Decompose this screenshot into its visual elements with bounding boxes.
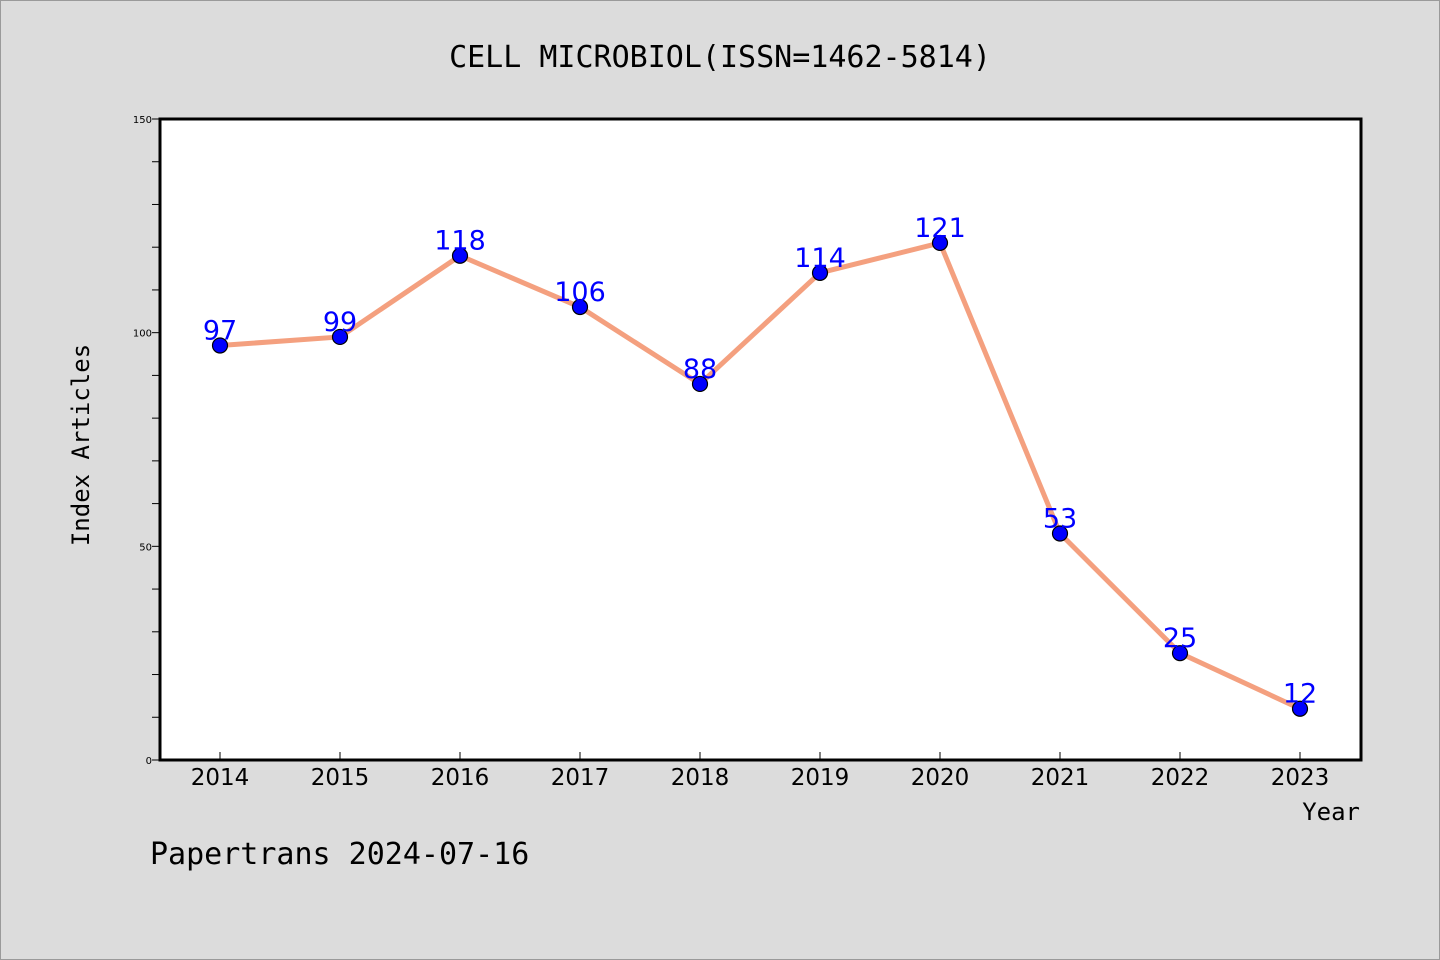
data-point [931, 234, 949, 252]
x-tick-label: 2018 [671, 765, 730, 791]
data-point [1051, 525, 1069, 542]
data-label: 97 [203, 315, 237, 346]
y-tick-label: 100 [133, 329, 152, 340]
y-axis-ticks: 0 50 100 150 [133, 115, 160, 767]
series-line [217, 240, 1303, 712]
data-label: 114 [794, 243, 846, 274]
chart-title: CELL MICROBIOL(ISSN=1462-5814) [449, 40, 991, 75]
data-point [211, 337, 229, 354]
data-point [811, 264, 829, 281]
footer-watermark: Papertrans 2024-07-16 [150, 837, 529, 872]
data-label: 25 [1163, 623, 1197, 654]
x-axis-ticks: 2014 2015 2016 2017 2018 2019 2020 2021 2022 2023 [191, 752, 1330, 791]
data-label: 106 [554, 277, 606, 308]
data-point [331, 328, 349, 346]
x-tick-label: 2016 [431, 765, 490, 791]
y-axis-label: Index Articles [67, 344, 95, 546]
y-tick-label: 50 [139, 542, 152, 553]
x-tick-label: 2020 [911, 765, 970, 791]
y-tick-label: 0 [146, 756, 152, 767]
data-label: 88 [683, 354, 717, 385]
x-tick-label: 2015 [311, 765, 370, 791]
data-label: 53 [1043, 504, 1077, 535]
data-label: 121 [914, 213, 966, 244]
data-label: 118 [434, 226, 486, 257]
data-labels: 97 99 118 106 88 114 121 53 25 12 [203, 213, 1317, 710]
series-line-group [217, 240, 1303, 712]
x-tick-label: 2014 [191, 765, 250, 791]
data-point [691, 375, 709, 393]
data-point [1171, 645, 1189, 662]
data-point [571, 298, 589, 316]
y-tick-label: 150 [133, 115, 152, 126]
x-tick-label: 2019 [791, 765, 850, 791]
plot-area [158, 117, 1363, 762]
x-tick-label: 2022 [1151, 765, 1210, 791]
x-tick-label: 2023 [1271, 765, 1330, 791]
data-label: 99 [323, 307, 357, 338]
data-point [451, 247, 469, 264]
series-markers [211, 234, 1309, 717]
data-point [1291, 700, 1309, 717]
x-tick-label: 2021 [1031, 765, 1090, 791]
x-axis-label: Year [1302, 798, 1360, 826]
x-tick-label: 2017 [551, 765, 610, 791]
data-label: 12 [1283, 679, 1317, 710]
